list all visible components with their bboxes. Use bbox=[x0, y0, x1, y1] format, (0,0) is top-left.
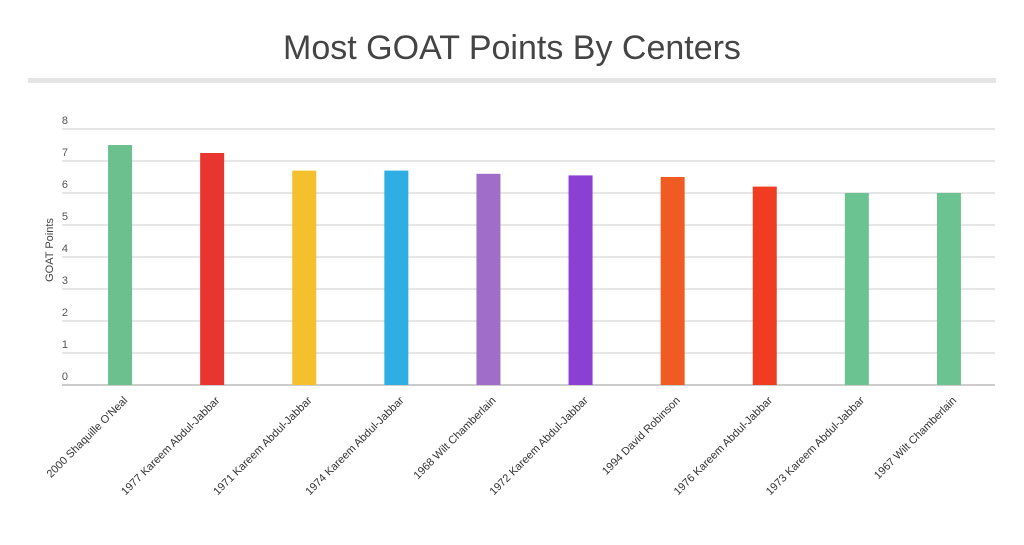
y-tick-label: 0 bbox=[62, 371, 68, 383]
y-axis-label: GOAT Points bbox=[44, 218, 56, 282]
x-tick-label: 1971 Kareem Abdul-Jabbar bbox=[211, 394, 314, 497]
title-rule bbox=[28, 78, 996, 83]
x-tick-label: 1974 Kareem Abdul-Jabbar bbox=[303, 394, 406, 497]
y-tick-label: 6 bbox=[62, 179, 68, 191]
x-tick-label: 2000 Shaquille O'Neal bbox=[45, 395, 131, 481]
x-tick-label: 1994 David Robinson bbox=[600, 395, 683, 478]
x-tick-label: 1967 Wilt Chamberlain bbox=[872, 395, 959, 482]
bar bbox=[844, 193, 869, 385]
y-tick-label: 8 bbox=[62, 115, 68, 127]
y-tick-label: 2 bbox=[62, 307, 68, 319]
chart-title: Most GOAT Points By Centers bbox=[283, 29, 741, 67]
x-tick-label: 1977 Kareem Abdul-Jabbar bbox=[119, 394, 222, 497]
bar bbox=[752, 186, 777, 385]
bar bbox=[476, 173, 501, 385]
bar bbox=[384, 170, 409, 385]
bar bbox=[292, 170, 317, 385]
bar bbox=[936, 193, 961, 385]
y-tick-label: 5 bbox=[62, 211, 68, 223]
bar bbox=[200, 153, 225, 385]
bar bbox=[108, 145, 133, 385]
x-tick-label: 1968 Wilt Chamberlain bbox=[411, 395, 498, 482]
bar bbox=[660, 177, 685, 385]
y-tick-label: 7 bbox=[62, 147, 68, 159]
y-tick-label: 3 bbox=[62, 275, 68, 287]
x-tick-label: 1973 Kareem Abdul-Jabbar bbox=[764, 394, 867, 497]
y-tick-label: 4 bbox=[62, 243, 68, 255]
x-tick-label: 1972 Kareem Abdul-Jabbar bbox=[488, 394, 591, 497]
bar bbox=[568, 175, 593, 385]
y-tick-label: 1 bbox=[62, 339, 68, 351]
x-tick-label: 1976 Kareem Abdul-Jabbar bbox=[672, 394, 775, 497]
